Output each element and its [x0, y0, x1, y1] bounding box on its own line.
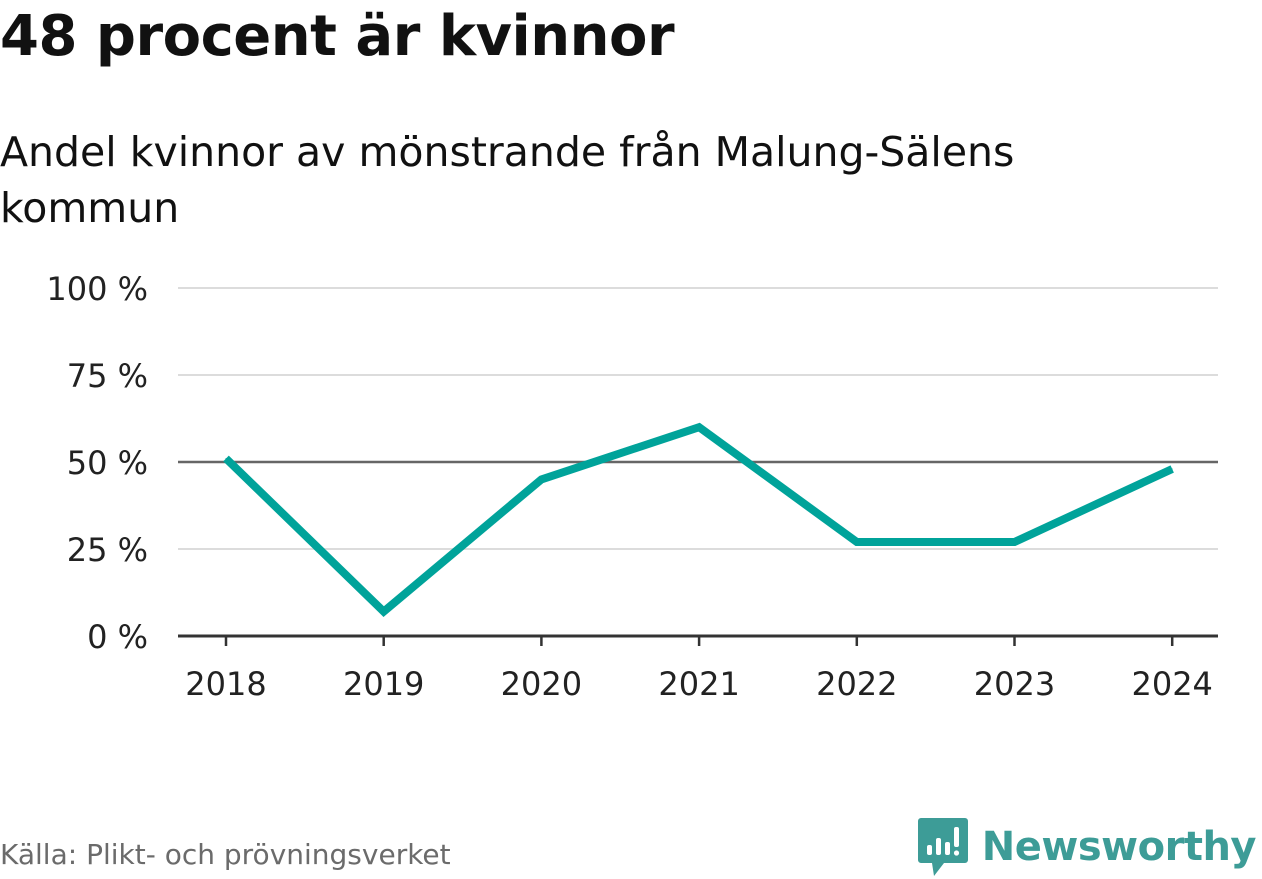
brand: Newsworthy: [917, 818, 1257, 876]
source-note: Källa: Plikt- och prövningsverket: [0, 838, 451, 871]
y-tick-label: 75 %: [67, 357, 148, 395]
y-tick-label: 25 %: [67, 531, 148, 569]
x-tick-label: 2021: [658, 665, 739, 703]
data-point-2022: [856, 541, 858, 543]
data-point-2021: [698, 426, 700, 428]
y-axis-ticks: 0 % 25 % 50 % 75 % 100 %: [46, 270, 148, 656]
grid-lines: [178, 287, 1218, 550]
chart-subtitle: Andel kvinnor av mönstrande från Malung-…: [0, 128, 1015, 232]
y-tick-label: 100 %: [46, 270, 148, 308]
x-tick-label: 2020: [501, 665, 582, 703]
data-point-2023: [1014, 541, 1015, 543]
x-tick-label: 2022: [816, 665, 897, 703]
data-point-2018: [225, 458, 227, 460]
series-layer: [223, 422, 1174, 617]
data-point-2019: [383, 611, 385, 613]
x-tick-label: 2023: [974, 665, 1055, 703]
data-point-2020: [540, 478, 542, 480]
line-chart: 0 % 25 % 50 % 75 % 100 % 2018 2019 2020 2021 202…: [46, 270, 1218, 703]
x-tick-label: 2018: [185, 665, 266, 703]
data-point-2024: [1171, 468, 1173, 470]
y-tick-label: 50 %: [67, 444, 148, 482]
newsworthy-logo-icon: [917, 818, 968, 876]
series-line-0: [223, 422, 1174, 617]
chart-title: 48 procent är kvinnor: [0, 4, 675, 69]
x-tick-label: 2019: [343, 665, 424, 703]
y-tick-label: 0 %: [87, 618, 148, 656]
brand-name: Newsworthy: [981, 824, 1257, 870]
x-tick-label: 2024: [1131, 665, 1212, 703]
x-axis-ticks: 2018 2019 2020 2021 2022 2023 2024: [178, 634, 1218, 703]
